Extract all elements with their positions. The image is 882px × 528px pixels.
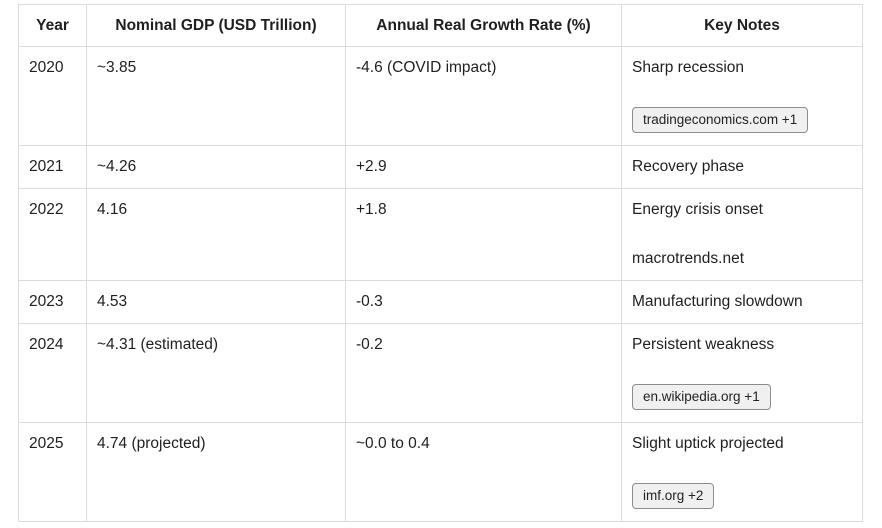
year-cell: 2024 <box>18 323 87 423</box>
notes-cell: Manufacturing slowdown <box>621 280 863 324</box>
citation: macrotrends.net <box>632 249 852 268</box>
growth-cell: -4.6 (COVID impact) <box>345 46 622 146</box>
gdp-cell: 4.16 <box>86 188 346 281</box>
citation-badge[interactable]: tradingeconomics.com +1 <box>632 107 809 133</box>
column-header-growth: Annual Real Growth Rate (%) <box>345 4 622 47</box>
gdp-cell: 4.74 (projected) <box>86 422 346 522</box>
notes-cell: Energy crisis onset macrotrends.net <box>621 188 863 281</box>
gdp-cell: ~3.85 <box>86 46 346 146</box>
notes-cell: Slight uptick projected imf.org +2 <box>621 422 863 522</box>
column-header-notes: Key Notes <box>621 4 863 47</box>
citation: imf.org +2 <box>632 483 852 509</box>
note-text: Sharp recession <box>632 59 745 76</box>
year-cell: 2020 <box>18 46 87 146</box>
year-cell: 2025 <box>18 422 87 522</box>
table-row: 2023 4.53 -0.3 Manufacturing slowdown <box>18 280 863 324</box>
header-row: Year Nominal GDP (USD Trillion) Annual Rea… <box>18 4 863 47</box>
citation: tradingeconomics.com +1 <box>632 107 852 133</box>
citation-badge[interactable]: imf.org +2 <box>632 483 715 509</box>
growth-cell: ~0.0 to 0.4 <box>345 422 622 522</box>
notes-cell: Recovery phase <box>621 145 863 189</box>
gdp-data-table: Year Nominal GDP (USD Trillion) Annual Rea… <box>18 4 863 522</box>
notes-cell: Persistent weakness en.wikipedia.org +1 <box>621 323 863 423</box>
gdp-cell: ~4.31 (estimated) <box>86 323 346 423</box>
growth-cell: -0.2 <box>345 323 622 423</box>
note-text: Energy crisis onset <box>632 201 763 218</box>
table-row: 2024 ~4.31 (estimated) -0.2 Persistent weak… <box>18 323 863 423</box>
column-header-year: Year <box>18 4 87 47</box>
table-row: 2021 ~4.26 +2.9 Recovery phase <box>18 145 863 189</box>
notes-cell: Sharp recession tradingeconomics.com +1 <box>621 46 863 146</box>
table-row: 2025 4.74 (projected) ~0.0 to 0.4 Slight up… <box>18 422 863 522</box>
growth-cell: -0.3 <box>345 280 622 324</box>
citation: en.wikipedia.org +1 <box>632 384 852 410</box>
note-text: Recovery phase <box>632 158 745 175</box>
citation-badge[interactable]: en.wikipedia.org +1 <box>632 384 771 410</box>
table-row: 2020 ~3.85 -4.6 (COVID impact) Sharp recess… <box>18 46 863 146</box>
growth-cell: +1.8 <box>345 188 622 281</box>
column-header-gdp: Nominal GDP (USD Trillion) <box>86 4 346 47</box>
note-text: Slight uptick projected <box>632 435 784 452</box>
growth-cell: +2.9 <box>345 145 622 189</box>
gdp-cell: 4.53 <box>86 280 346 324</box>
citation-text: macrotrends.net <box>632 250 744 267</box>
gdp-cell: ~4.26 <box>86 145 346 189</box>
year-cell: 2023 <box>18 280 87 324</box>
note-text: Persistent weakness <box>632 336 775 353</box>
table-row: 2022 4.16 +1.8 Energy crisis onset macrotren… <box>18 188 863 281</box>
year-cell: 2021 <box>18 145 87 189</box>
year-cell: 2022 <box>18 188 87 281</box>
note-text: Manufacturing slowdown <box>632 293 803 310</box>
